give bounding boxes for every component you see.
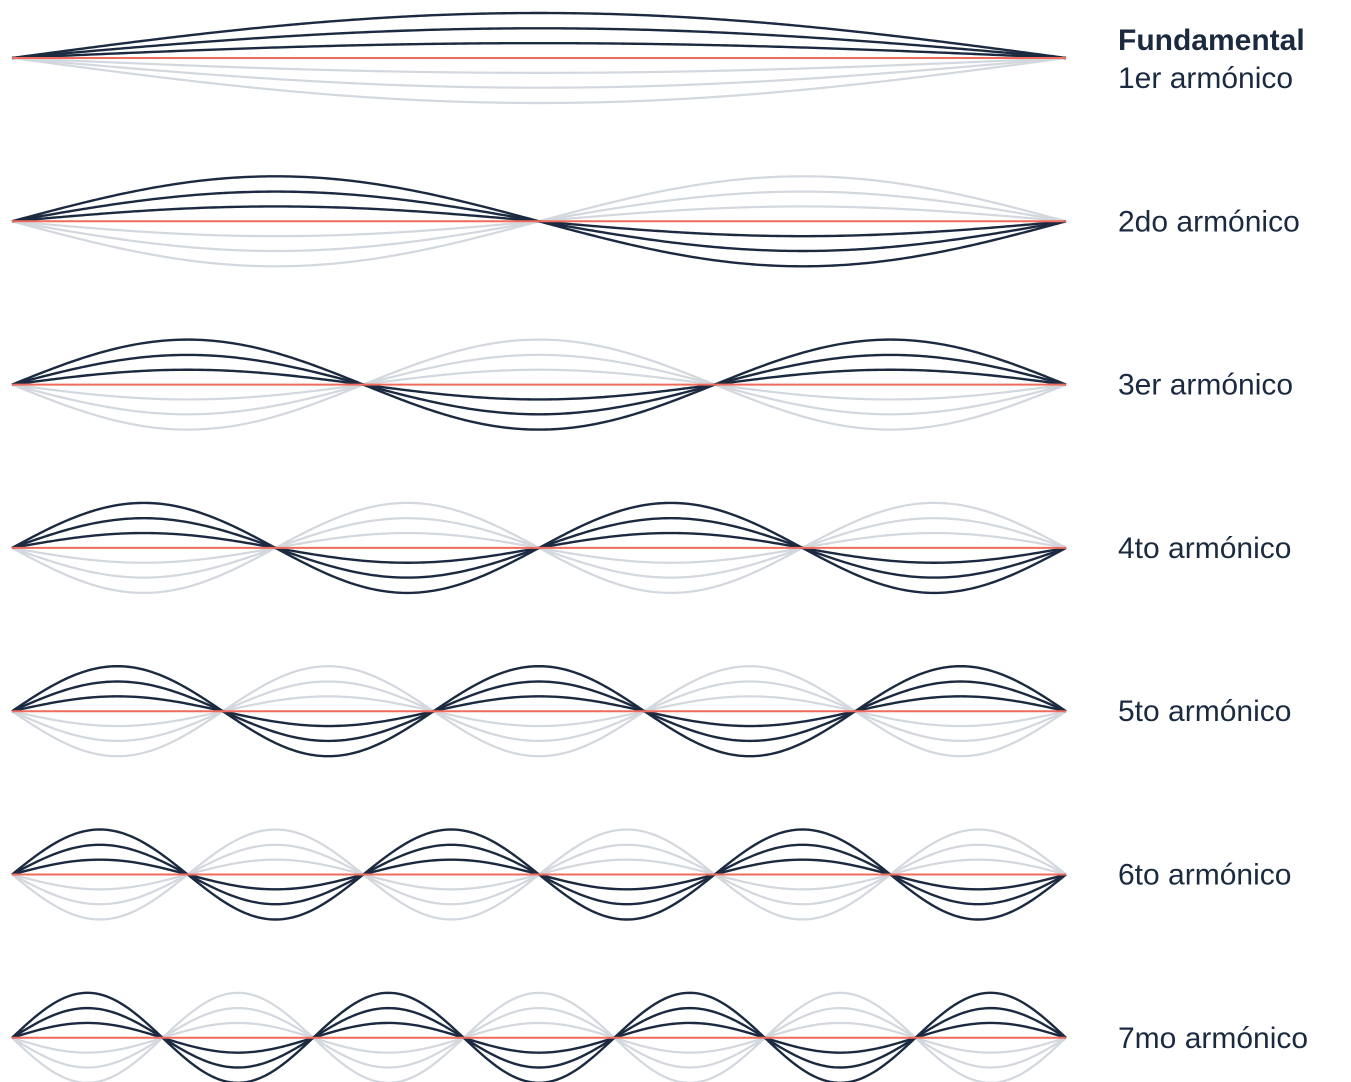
ghost-wave-3-3 <box>11 338 1067 431</box>
harmonic-row-7: 7mo armónico <box>11 991 1308 1082</box>
ghost-wave-5-3 <box>11 665 1067 758</box>
ghost-wave-1-2 <box>11 56 1067 89</box>
active-wave-5-1 <box>11 695 1067 728</box>
active-wave-5-2 <box>11 680 1067 743</box>
ghost-wave-1-3 <box>11 56 1067 105</box>
ghost-wave-3-1 <box>11 368 1067 401</box>
harmonic-row-4: 4to armónico <box>11 501 1291 595</box>
active-wave-1-1 <box>11 41 1067 60</box>
active-wave-5-3 <box>11 664 1067 758</box>
harmonic-title: Fundamental <box>1118 24 1305 57</box>
harmonic-label: 5to armónico <box>1118 695 1291 728</box>
harmonic-label: 6to armónico <box>1118 859 1291 892</box>
harmonic-row-6: 6to armónico <box>11 828 1291 921</box>
active-wave-1-3 <box>11 11 1067 60</box>
harmonic-label: 2do armónico <box>1118 205 1300 238</box>
harmonic-row-2: 2do armónico <box>11 175 1300 268</box>
ghost-wave-5-2 <box>11 680 1067 743</box>
harmonic-label: 7mo armónico <box>1118 1022 1308 1055</box>
ghost-wave-5-1 <box>11 695 1067 728</box>
ghost-wave-3-2 <box>11 353 1067 416</box>
ghost-wave-7-2 <box>11 1006 1067 1069</box>
active-wave-7-2 <box>11 1006 1067 1069</box>
active-wave-1-2 <box>11 27 1067 60</box>
active-wave-3-3 <box>11 338 1067 431</box>
active-wave-7-3 <box>11 991 1067 1082</box>
harmonic-label: 3er armónico <box>1118 369 1293 402</box>
active-wave-3-1 <box>11 368 1067 401</box>
ghost-wave-7-1 <box>11 1021 1067 1054</box>
active-wave-7-1 <box>11 1021 1067 1054</box>
harmonic-row-1: Fundamental 1er armónico <box>11 11 1305 105</box>
harmonic-row-3: 3er armónico <box>11 338 1293 431</box>
active-wave-3-2 <box>11 353 1067 416</box>
ghost-wave-7-3 <box>11 991 1067 1082</box>
harmonic-row-5: 5to armónico <box>11 664 1291 758</box>
ghost-wave-1-1 <box>11 56 1067 74</box>
harmonic-label: 4to armónico <box>1118 532 1291 565</box>
harmonic-label: 1er armónico <box>1118 62 1293 95</box>
